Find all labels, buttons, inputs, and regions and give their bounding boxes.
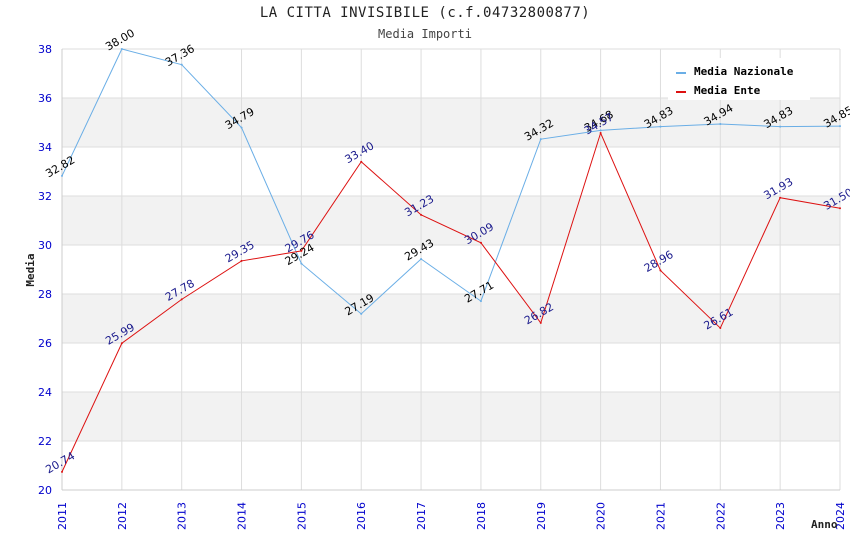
data-point bbox=[779, 196, 782, 199]
chart-subtitle: Media Importi bbox=[378, 27, 472, 41]
data-point bbox=[839, 125, 841, 128]
series-line-1 bbox=[61, 131, 841, 473]
x-tick-label: 2020 bbox=[595, 502, 608, 530]
data-point bbox=[839, 207, 841, 210]
data-label: 20.74 bbox=[43, 449, 77, 476]
data-point bbox=[61, 470, 63, 473]
x-tick-label: 2014 bbox=[236, 502, 249, 530]
legend-entry: Media Nazionale bbox=[694, 65, 794, 78]
x-tick-label: 2012 bbox=[116, 502, 129, 530]
series-line-0 bbox=[61, 48, 841, 315]
data-point bbox=[240, 126, 243, 129]
data-label: 28.96 bbox=[642, 248, 676, 275]
data-point bbox=[599, 129, 602, 132]
chart-title: LA CITTA INVISIBILE (c.f.04732800877) bbox=[259, 5, 591, 21]
data-point bbox=[240, 259, 243, 262]
data-point bbox=[360, 160, 363, 163]
data-point bbox=[659, 269, 662, 272]
data-point bbox=[120, 48, 123, 50]
data-point bbox=[539, 321, 542, 324]
y-tick-label: 38 bbox=[38, 43, 52, 56]
data-point bbox=[180, 298, 183, 301]
data-point bbox=[360, 312, 363, 315]
x-tick-label: 2011 bbox=[56, 502, 69, 530]
x-tick-label: 2015 bbox=[295, 502, 308, 530]
data-point bbox=[599, 132, 602, 135]
data-point bbox=[719, 327, 722, 330]
x-tick-label: 2017 bbox=[415, 502, 428, 530]
data-point bbox=[420, 213, 423, 216]
x-tick-label: 2019 bbox=[535, 502, 548, 530]
data-point bbox=[539, 138, 542, 141]
y-tick-label: 20 bbox=[38, 484, 52, 497]
data-point bbox=[61, 174, 63, 177]
legend: Media Nazionale Media Ente bbox=[668, 58, 810, 100]
x-tick-label: 2021 bbox=[654, 502, 667, 530]
x-tick-label: 2022 bbox=[714, 502, 727, 530]
data-label: 32.82 bbox=[43, 153, 77, 180]
plot-band bbox=[62, 392, 840, 441]
data-point bbox=[659, 125, 662, 128]
plot-background bbox=[62, 98, 840, 441]
data-point bbox=[420, 257, 423, 260]
y-tick-label: 28 bbox=[38, 288, 52, 301]
legend-entry: Media Ente bbox=[694, 84, 761, 97]
y-tick-label: 36 bbox=[38, 92, 52, 105]
data-point bbox=[479, 300, 482, 303]
x-tick-label: 2013 bbox=[176, 502, 189, 530]
data-point bbox=[719, 122, 722, 125]
x-tick-label: 2023 bbox=[774, 502, 787, 530]
y-tick-label: 26 bbox=[38, 337, 52, 350]
data-label: 37.36 bbox=[163, 42, 197, 69]
y-tick-label: 22 bbox=[38, 435, 52, 448]
x-tick-label: 2018 bbox=[475, 502, 488, 530]
data-point bbox=[180, 63, 183, 66]
data-point bbox=[779, 125, 782, 128]
y-tick-label: 32 bbox=[38, 190, 52, 203]
x-tick-label: 2024 bbox=[834, 502, 847, 530]
data-point bbox=[300, 249, 303, 252]
y-tick-label: 24 bbox=[38, 386, 52, 399]
data-point bbox=[479, 241, 482, 244]
x-axis-title: Anno bbox=[811, 518, 838, 531]
plot-band bbox=[62, 196, 840, 245]
data-point bbox=[300, 262, 303, 265]
y-tick-label: 34 bbox=[38, 141, 52, 154]
y-tick-label: 30 bbox=[38, 239, 52, 252]
data-point bbox=[120, 342, 123, 345]
plot-band bbox=[62, 98, 840, 147]
y-axis-title: Media bbox=[24, 253, 37, 286]
series-lines bbox=[61, 48, 841, 473]
legend-box bbox=[668, 58, 810, 100]
x-tick-label: 2016 bbox=[355, 502, 368, 530]
